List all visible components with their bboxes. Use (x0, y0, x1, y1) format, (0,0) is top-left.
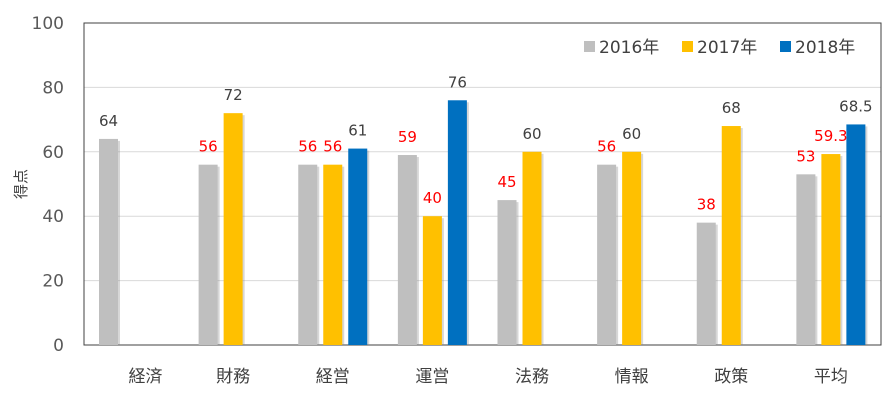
legend-swatch (682, 41, 693, 52)
x-tick-label: 法務 (515, 367, 549, 387)
data-label: 56 (298, 138, 317, 156)
bar-0-2 (298, 164, 318, 345)
data-label: 60 (522, 125, 541, 143)
x-tick-label: 平均 (814, 367, 848, 387)
data-label: 45 (497, 173, 516, 191)
legend-label: 2018年 (795, 38, 855, 58)
bar-1-7 (821, 154, 841, 345)
data-label: 56 (597, 138, 616, 156)
plot-frame (83, 22, 882, 346)
bar-0-6 (696, 222, 716, 345)
bar-1-1 (223, 113, 243, 345)
bar-1-4 (522, 151, 542, 345)
data-label: 40 (423, 189, 442, 207)
data-label: 64 (99, 112, 118, 130)
bar-0-5 (597, 164, 617, 345)
x-tick-label: 財務 (216, 367, 250, 387)
data-label: 72 (224, 86, 243, 104)
x-tick-label: 運営 (415, 367, 449, 387)
x-tick-label: 経営 (316, 367, 350, 387)
y-tick-label: 40 (42, 207, 64, 227)
x-tick-label: 経済 (129, 367, 163, 387)
y-tick-label: 20 (42, 272, 64, 292)
legend-label: 2017年 (697, 38, 757, 58)
bar-0-4 (497, 200, 517, 345)
bar-1-6 (721, 126, 741, 345)
legend-swatch (780, 41, 791, 52)
y-axis-label: 得点 (12, 169, 30, 199)
data-label: 59.3 (814, 127, 847, 145)
data-label: 68 (722, 99, 741, 117)
data-label: 61 (348, 122, 367, 140)
bar-2-2 (348, 148, 368, 345)
data-label: 59 (398, 128, 417, 146)
x-tick-label: 情報 (615, 367, 649, 387)
data-label: 53 (796, 147, 815, 165)
data-label: 56 (323, 138, 342, 156)
bar-0-1 (198, 164, 218, 345)
bar-0-0 (99, 138, 118, 345)
y-tick-label: 100 (32, 14, 64, 34)
y-tick-label: 80 (42, 78, 64, 98)
data-label: 38 (697, 196, 716, 214)
data-label: 60 (622, 125, 641, 143)
bar-0-7 (796, 174, 816, 345)
y-tick-label: 60 (42, 143, 64, 163)
bar-0-3 (397, 155, 417, 345)
data-label: 76 (448, 73, 467, 91)
bar-1-2 (323, 164, 343, 345)
bar-1-3 (422, 216, 442, 345)
legend-label: 2016年 (599, 38, 659, 58)
y-tick-label: 0 (53, 336, 64, 356)
data-label: 68.5 (839, 97, 872, 115)
bar-2-3 (447, 100, 467, 345)
bar-1-5 (622, 151, 642, 345)
x-tick-label: 政策 (714, 367, 748, 387)
bar-2-7 (846, 124, 866, 346)
legend-swatch (584, 41, 595, 52)
data-label: 56 (199, 138, 218, 156)
